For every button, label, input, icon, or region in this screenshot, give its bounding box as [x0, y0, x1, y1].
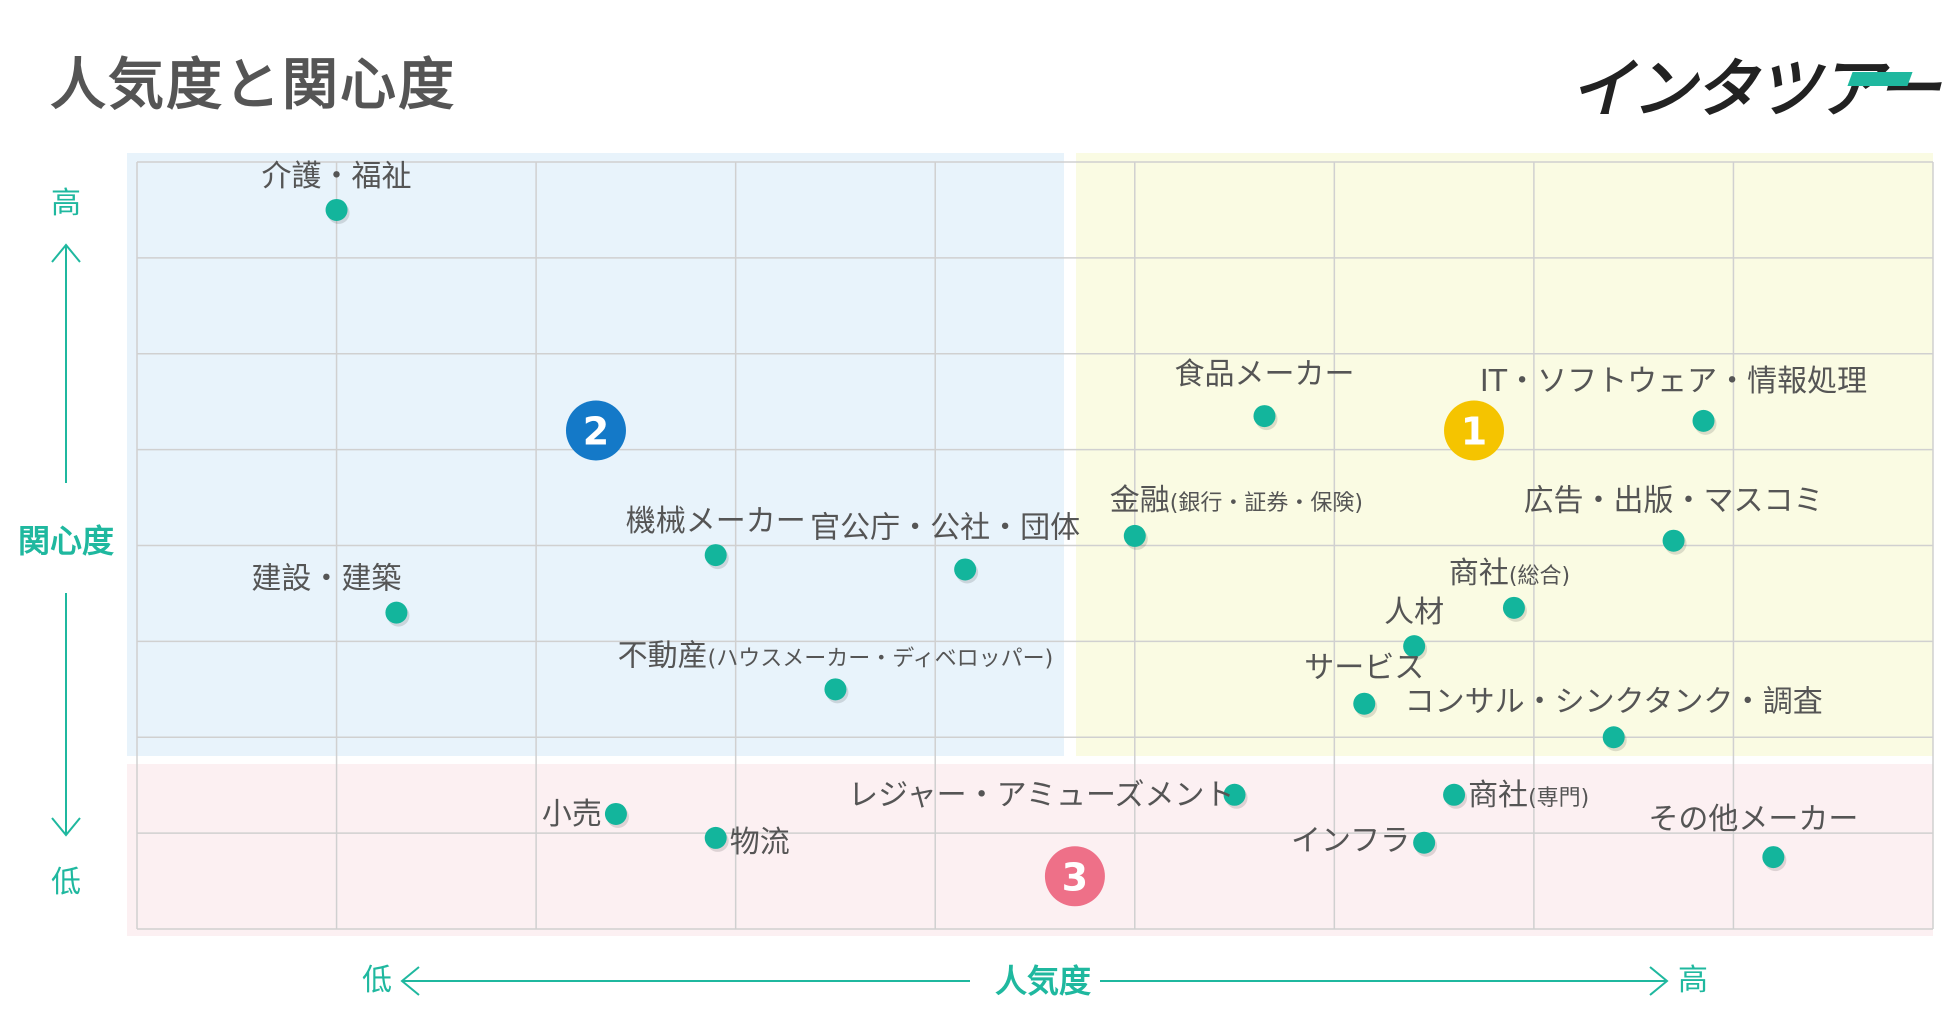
data-point-label: 建設・建築: [251, 562, 401, 597]
data-point-label-sub: (総合): [1509, 564, 1570, 589]
data-point: [385, 601, 408, 624]
data-point: [1602, 726, 1625, 749]
data-point: [325, 198, 348, 221]
data-point-label-main: レジャー・アミューズメント: [848, 778, 1234, 813]
data-point-label: 物流: [730, 825, 790, 860]
data-point-label-sub: (銀行・証券・保険): [1170, 491, 1363, 516]
quadrant-1-area: [1076, 153, 1933, 756]
data-point-label-sub: (専門): [1528, 786, 1589, 811]
quadrant-1-badge-number: 1: [1461, 409, 1487, 453]
data-point-label-main: 官公庁・公社・団体: [810, 510, 1080, 545]
data-point-label: サービス: [1304, 651, 1424, 686]
data-point-label-main: 物流: [730, 825, 790, 860]
data-point-label: インフラ: [1291, 824, 1410, 859]
data-point-label-main: その他メーカー: [1648, 802, 1858, 837]
data-point-label-sub: (ハウスメーカー・ディベロッパー): [708, 646, 1054, 671]
data-point-label-main: 小売: [542, 797, 602, 832]
data-point-label-main: サービス: [1304, 651, 1424, 686]
data-point: [704, 826, 727, 849]
data-point-label-main: インフラ: [1291, 824, 1410, 859]
page-title: 人気度と関心度: [50, 53, 456, 118]
x-axis-title: 人気度: [995, 962, 1091, 1000]
data-point-label: 官公庁・公社・団体: [810, 510, 1080, 545]
data-point: [1353, 692, 1376, 715]
x-axis-arrow-left-head: [400, 966, 420, 996]
y-axis-title: 関心度: [18, 522, 114, 560]
data-point-label-main: 介護・福祉: [262, 159, 412, 194]
data-point-label: 広告・出版・マスコミ: [1524, 484, 1824, 519]
data-point-label: IT・ソフトウェア・情報処理: [1480, 364, 1867, 399]
quadrant-3-area: [127, 764, 1933, 936]
data-point-label: 商社(専門): [1468, 778, 1589, 813]
chart-grid: [136, 161, 1934, 930]
y-axis-high-label: 高: [51, 186, 81, 221]
quadrant-1-badge: [1444, 400, 1505, 461]
data-point: [1413, 831, 1436, 854]
data-point-label: コンサル・シンクタンク・調査: [1405, 684, 1823, 719]
data-point-label: 機械メーカー: [626, 504, 806, 539]
data-point: [1443, 783, 1466, 806]
data-point: [954, 558, 977, 581]
data-point-label: レジャー・アミューズメント: [848, 778, 1234, 813]
data-point-label-main: 広告・出版・マスコミ: [1524, 484, 1824, 519]
brand-logo: インタツアー: [1570, 53, 1940, 127]
data-point: [1762, 846, 1785, 869]
data-point-label: 小売: [542, 797, 602, 832]
chart-axes: 高 関心度 低 低 人気度 高: [18, 186, 1708, 1000]
y-axis-arrow-up-head: [51, 243, 81, 263]
quadrant-2-badge: [565, 400, 626, 461]
data-point-label-main: 機械メーカー: [626, 504, 806, 539]
y-axis-arrow-down-head: [51, 817, 81, 837]
data-point-label-main: 商社: [1468, 778, 1528, 813]
data-point: [824, 678, 847, 701]
data-point-label-main: 金融: [1110, 483, 1170, 518]
data-point: [604, 802, 627, 825]
data-point-label-main: IT・ソフトウェア・情報処理: [1480, 364, 1867, 399]
data-point: [1692, 409, 1715, 432]
data-point-label-main: 建設・建築: [251, 562, 401, 597]
quadrant-2-badge-number: 2: [583, 409, 609, 453]
data-point-label-main: 不動産: [618, 638, 708, 673]
data-point-label-main: 商社: [1449, 556, 1509, 591]
data-point-label-main: 人材: [1384, 595, 1444, 630]
data-point-label: 食品メーカー: [1174, 357, 1354, 392]
data-point: [704, 544, 727, 567]
data-point-label-main: コンサル・シンクタンク・調査: [1405, 684, 1823, 719]
quadrant-backgrounds: [127, 153, 1933, 936]
data-point-label: 人材: [1384, 595, 1444, 630]
x-axis-high-label: 高: [1678, 963, 1708, 998]
data-point-label: 商社(総合): [1449, 556, 1570, 591]
data-point: [1123, 524, 1146, 547]
data-point-label: 金融(銀行・証券・保険): [1110, 483, 1363, 518]
quadrant-3-badge: [1044, 846, 1105, 907]
data-point-label: 不動産(ハウスメーカー・ディベロッパー): [618, 638, 1054, 673]
x-axis-low-label: 低: [362, 963, 392, 998]
data-point: [1223, 783, 1246, 806]
y-axis-low-label: 低: [51, 865, 81, 900]
data-point-label-main: 食品メーカー: [1174, 357, 1354, 392]
data-point: [1253, 405, 1276, 428]
data-point: [1403, 635, 1426, 658]
data-point-label: その他メーカー: [1648, 802, 1858, 837]
data-point: [1662, 529, 1685, 552]
x-axis-arrow-right-head: [1649, 966, 1669, 996]
quadrant-badges: 1 2 3: [565, 400, 1505, 907]
data-point: [1502, 596, 1525, 619]
quadrant-3-badge-number: 3: [1062, 855, 1088, 899]
data-point-label: 介護・福祉: [262, 159, 412, 194]
